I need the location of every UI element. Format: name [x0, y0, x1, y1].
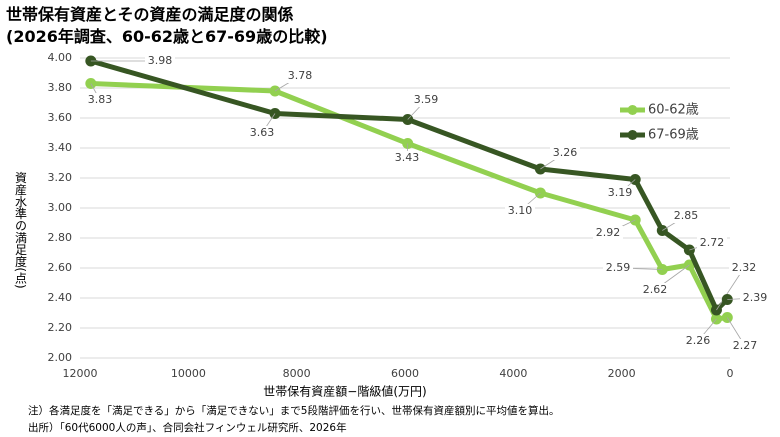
- footnote: 注）各満足度を「満足できる」から「満足できない」まで5段階評価を行い、世帯保有資…: [28, 404, 559, 417]
- data-label: 3.83: [88, 93, 113, 106]
- source: 出所）「60代6000人の声」、合同会社フィンウェル研究所、2026年: [28, 421, 347, 434]
- y-tick-label: 2.40: [48, 291, 73, 304]
- data-label: 2.32: [732, 261, 757, 274]
- data-label: 3.43: [395, 151, 420, 164]
- data-label: 3.19: [608, 186, 633, 199]
- chart-subtitle: (2026年調査、60-62歳と67-69歳の比較): [6, 27, 328, 46]
- y-tick-label: 3.80: [48, 81, 73, 94]
- label-bg: [697, 236, 727, 250]
- label-bg: [145, 54, 175, 68]
- legend-label: 67-69歳: [648, 128, 699, 143]
- x-tick-label: 12000: [63, 367, 98, 380]
- y-tick-label: 4.00: [48, 51, 73, 64]
- data-label: 2.27: [733, 339, 758, 352]
- y-axis-title: 資産水準の満足度(点): [14, 171, 28, 289]
- x-tick-label: 6000: [391, 367, 419, 380]
- data-label: 2.62: [643, 283, 668, 296]
- x-tick-label: 8000: [283, 367, 311, 380]
- legend-marker: [627, 130, 638, 140]
- y-tick-label: 2.20: [48, 321, 73, 334]
- data-label: 2.39: [743, 291, 768, 304]
- label-bg: [730, 339, 760, 353]
- y-tick-label: 2.00: [48, 351, 73, 364]
- data-label: 3.78: [288, 69, 313, 82]
- y-tick-label: 2.60: [48, 261, 73, 274]
- label-bg: [593, 226, 623, 240]
- x-tick-label: 10000: [171, 367, 206, 380]
- label-bg: [640, 283, 670, 297]
- legend-label: 60-62歳: [648, 103, 699, 118]
- label-bg: [550, 146, 580, 160]
- label-bg: [247, 126, 277, 140]
- data-label: 2.59: [606, 261, 631, 274]
- data-label: 2.85: [674, 209, 699, 222]
- label-bg: [85, 93, 115, 107]
- y-tick-label: 3.60: [48, 111, 73, 124]
- data-label: 3.98: [148, 54, 173, 67]
- chart-title: 世帯保有資産とその資産の満足度の関係: [6, 5, 294, 24]
- label-bg: [285, 69, 315, 83]
- data-label: 3.63: [250, 126, 275, 139]
- y-tick-label: 3.20: [48, 171, 73, 184]
- data-label: 3.59: [414, 93, 439, 106]
- data-label: 3.26: [553, 146, 578, 159]
- legend-marker: [627, 105, 638, 115]
- x-tick-label: 0: [727, 367, 734, 380]
- label-bg: [603, 261, 633, 275]
- x-tick-label: 2000: [608, 367, 636, 380]
- label-bg: [392, 151, 422, 165]
- label-bg: [683, 334, 713, 348]
- label-bg: [605, 186, 635, 200]
- data-label: 3.10: [508, 204, 533, 217]
- y-tick-label: 3.00: [48, 201, 73, 214]
- data-label: 2.92: [596, 226, 621, 239]
- label-bg: [740, 291, 770, 305]
- data-label: 2.72: [700, 236, 725, 249]
- x-tick-label: 4000: [499, 367, 527, 380]
- label-bg: [671, 209, 701, 223]
- x-axis-title: 世帯保有資産額−階級値(万円): [263, 384, 426, 399]
- label-bg: [729, 261, 759, 275]
- data-label: 2.26: [686, 334, 711, 347]
- label-bg: [411, 93, 441, 107]
- label-bg: [505, 204, 535, 218]
- y-tick-label: 2.80: [48, 231, 73, 244]
- y-tick-label: 3.40: [48, 141, 73, 154]
